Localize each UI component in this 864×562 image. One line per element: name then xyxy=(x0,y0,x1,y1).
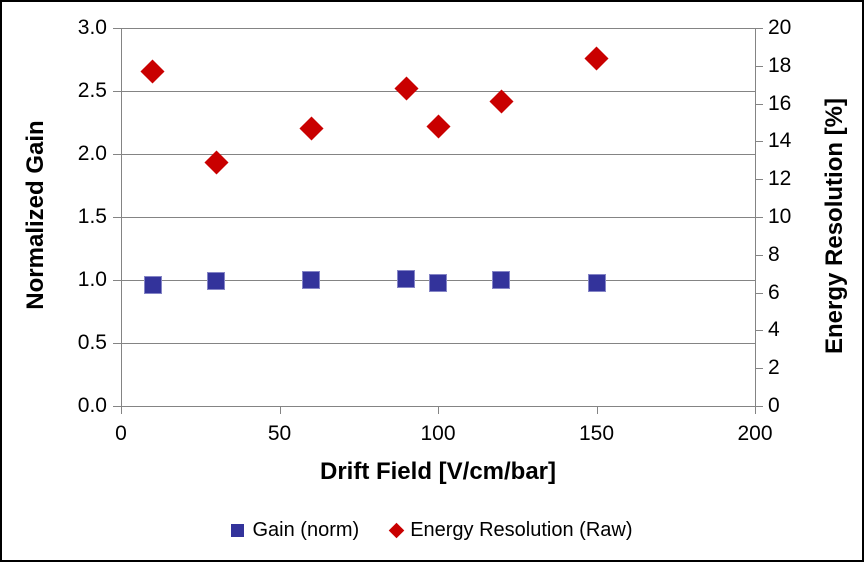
legend: Gain (norm) Energy Resolution (Raw) xyxy=(2,515,862,545)
data-point-gain-norm xyxy=(397,269,416,288)
left-tick xyxy=(113,217,121,218)
x-axis-title: Drift Field [V/cm/bar] xyxy=(319,458,557,485)
left-tick-label: 1.0 xyxy=(77,268,107,291)
x-tick xyxy=(279,406,281,414)
right-tick xyxy=(755,103,763,105)
x-tick xyxy=(121,406,122,414)
left-tick xyxy=(113,28,121,29)
right-tick-label: 6 xyxy=(768,280,780,304)
right-tick-label: 14 xyxy=(768,129,792,153)
right-tick-label: 0 xyxy=(768,394,780,417)
legend-label: Energy Resolution (Raw) xyxy=(410,519,633,541)
legend-item: Energy Resolution (Raw) xyxy=(388,517,633,543)
x-tick-label: 150 xyxy=(578,422,615,445)
right-tick-label: 2 xyxy=(768,356,780,380)
left-tick xyxy=(113,343,121,344)
legend-marker-diamond-icon xyxy=(388,522,405,538)
gridline xyxy=(121,91,755,92)
left-tick xyxy=(113,280,121,281)
right-tick xyxy=(755,179,763,181)
legend-item: Gain (norm) xyxy=(231,517,359,543)
data-point-energy-resolution-raw xyxy=(425,114,451,139)
left-tick-label: 3.0 xyxy=(77,16,107,39)
left-tick xyxy=(113,154,121,155)
left-tick-label: 2.0 xyxy=(77,142,107,165)
right-tick xyxy=(755,368,763,370)
data-point-energy-resolution-raw xyxy=(394,76,419,101)
right-tick xyxy=(755,28,763,29)
x-tick-label: 100 xyxy=(420,422,456,445)
legend-label: Gain (norm) xyxy=(252,519,360,541)
right-tick-label: 10 xyxy=(768,205,792,228)
left-tick xyxy=(113,406,121,407)
right-tick xyxy=(755,254,763,256)
data-point-gain-norm xyxy=(492,271,511,289)
x-tick xyxy=(438,406,439,414)
gridline xyxy=(121,217,755,218)
data-point-gain-norm xyxy=(207,272,226,291)
legend-marker-square-icon xyxy=(231,523,245,537)
data-point-energy-resolution-raw xyxy=(584,46,609,71)
right-tick xyxy=(755,65,763,67)
x-tick xyxy=(596,406,598,414)
right-tick-label: 16 xyxy=(768,91,792,115)
x-tick-label: 50 xyxy=(267,422,292,445)
left-tick-label: 1.5 xyxy=(77,205,107,228)
right-tick-label: 20 xyxy=(768,16,792,39)
data-point-gain-norm xyxy=(429,273,447,292)
data-point-gain-norm xyxy=(143,276,162,295)
right-tick xyxy=(755,141,763,143)
right-axis-title: Energy Resolution [%] xyxy=(821,97,848,355)
data-point-energy-resolution-raw xyxy=(489,89,514,114)
right-tick-label: 8 xyxy=(768,242,780,266)
x-tick xyxy=(755,406,756,414)
x-tick-label: 200 xyxy=(737,422,773,445)
right-tick-label: 18 xyxy=(768,53,792,77)
data-point-energy-resolution-raw xyxy=(140,59,165,84)
left-tick xyxy=(113,91,121,92)
right-tick xyxy=(755,330,763,332)
data-point-gain-norm xyxy=(302,271,321,289)
left-tick-label: 0.5 xyxy=(77,331,107,354)
gridline xyxy=(121,343,755,344)
gridline xyxy=(121,28,755,29)
left-axis-title: Normalized Gain xyxy=(22,120,49,310)
right-tick-label: 12 xyxy=(768,167,792,191)
right-tick xyxy=(755,292,763,294)
data-point-energy-resolution-raw xyxy=(299,116,324,141)
left-tick-label: 0.0 xyxy=(77,394,107,417)
data-point-gain-norm xyxy=(587,273,606,292)
gridline xyxy=(121,154,755,155)
left-axis-line xyxy=(121,28,122,406)
left-tick-label: 2.5 xyxy=(77,79,107,102)
x-tick-label: 0 xyxy=(115,422,127,445)
right-tick xyxy=(755,217,763,218)
right-tick xyxy=(755,406,763,407)
right-tick-label: 4 xyxy=(768,318,780,342)
